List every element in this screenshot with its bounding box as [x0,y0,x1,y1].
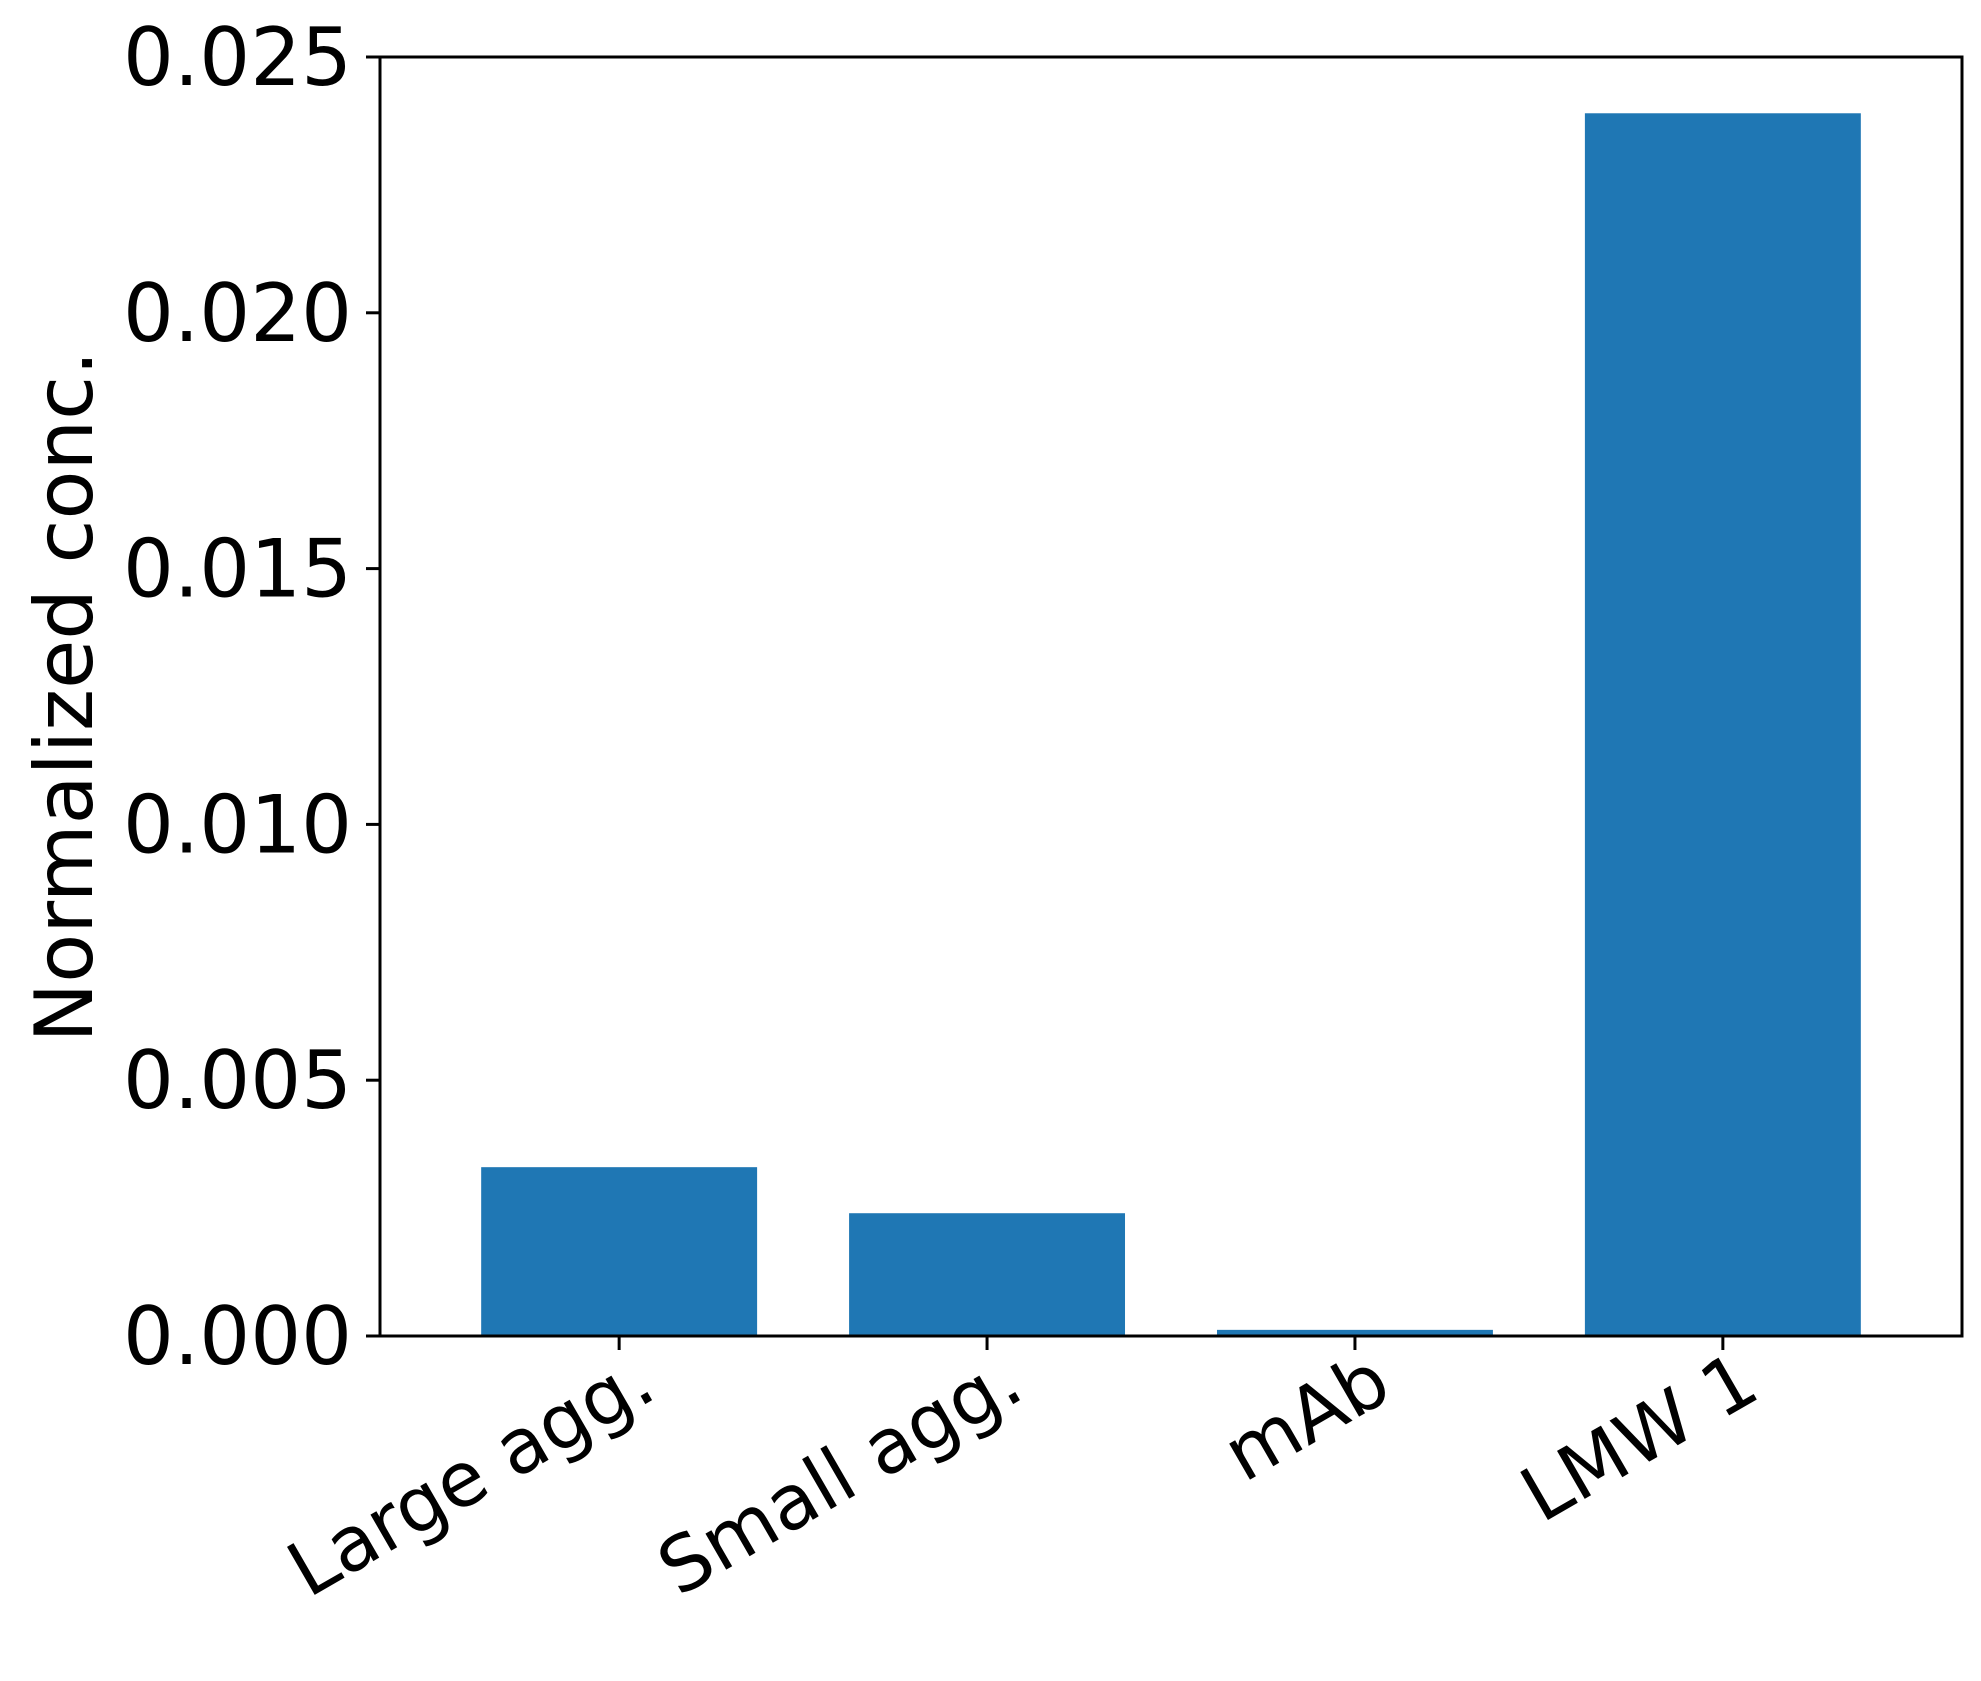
plot-frame [378,55,1964,1338]
bar-0 [481,1167,758,1336]
bar-1 [849,1213,1126,1336]
y-axis-label: Normalized conc. [18,350,111,1042]
bar-2 [1216,1329,1493,1336]
y-tick-label: 0.000 [123,1290,352,1383]
y-tick-label: 0.005 [123,1034,352,1127]
y-tick-label: 0.020 [123,267,352,360]
y-tick-label: 0.015 [123,523,352,616]
bars-group [481,113,1861,1336]
y-tick-label: 0.010 [123,778,352,871]
y-tick-label: 0.025 [123,11,352,104]
y-axis: 0.000 0.005 0.010 0.015 0.020 0.025 [123,11,380,1383]
bar-3 [1584,113,1861,1336]
